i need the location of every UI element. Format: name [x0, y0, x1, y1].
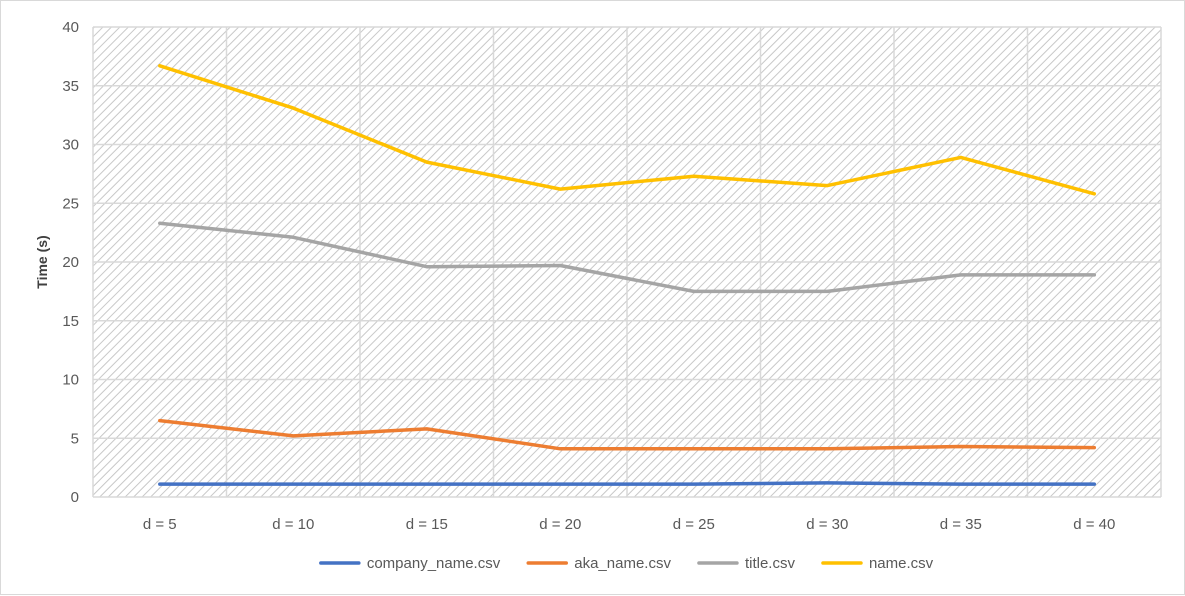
y-axis-ticks: 0 5 10 15 20 25 30 35 40 — [62, 19, 79, 506]
x-axis-ticks: d = 5 d = 10 d = 15 d = 20 d = 25 d = 30 d = 3… — [143, 516, 1115, 533]
x-tick-label: d = 5 — [143, 516, 177, 533]
x-tick-label: d = 15 — [406, 516, 448, 533]
y-tick-label: 10 — [62, 372, 79, 389]
legend-label: name.csv — [869, 555, 934, 572]
y-tick-label: 40 — [62, 19, 79, 36]
x-tick-label: d = 30 — [806, 516, 848, 533]
y-axis-title: Time (s) — [34, 235, 50, 288]
y-tick-label: 15 — [62, 313, 79, 330]
legend-label: company_name.csv — [367, 555, 501, 572]
y-tick-label: 0 — [71, 489, 79, 506]
x-tick-label: d = 35 — [940, 516, 982, 533]
x-tick-label: d = 10 — [272, 516, 314, 533]
x-tick-label: d = 40 — [1073, 516, 1115, 533]
y-tick-label: 35 — [62, 78, 79, 95]
y-tick-label: 25 — [62, 195, 79, 212]
legend-label: title.csv — [745, 555, 796, 572]
x-tick-label: d = 20 — [539, 516, 581, 533]
series-line-company-name-csv — [160, 483, 1095, 484]
y-tick-label: 5 — [71, 430, 79, 447]
x-tick-label: d = 25 — [673, 516, 715, 533]
legend: company_name.csv aka_name.csv title.csv nam… — [321, 555, 934, 572]
y-tick-label: 20 — [62, 254, 79, 271]
legend-label: aka_name.csv — [574, 555, 671, 572]
y-tick-label: 30 — [62, 137, 79, 154]
